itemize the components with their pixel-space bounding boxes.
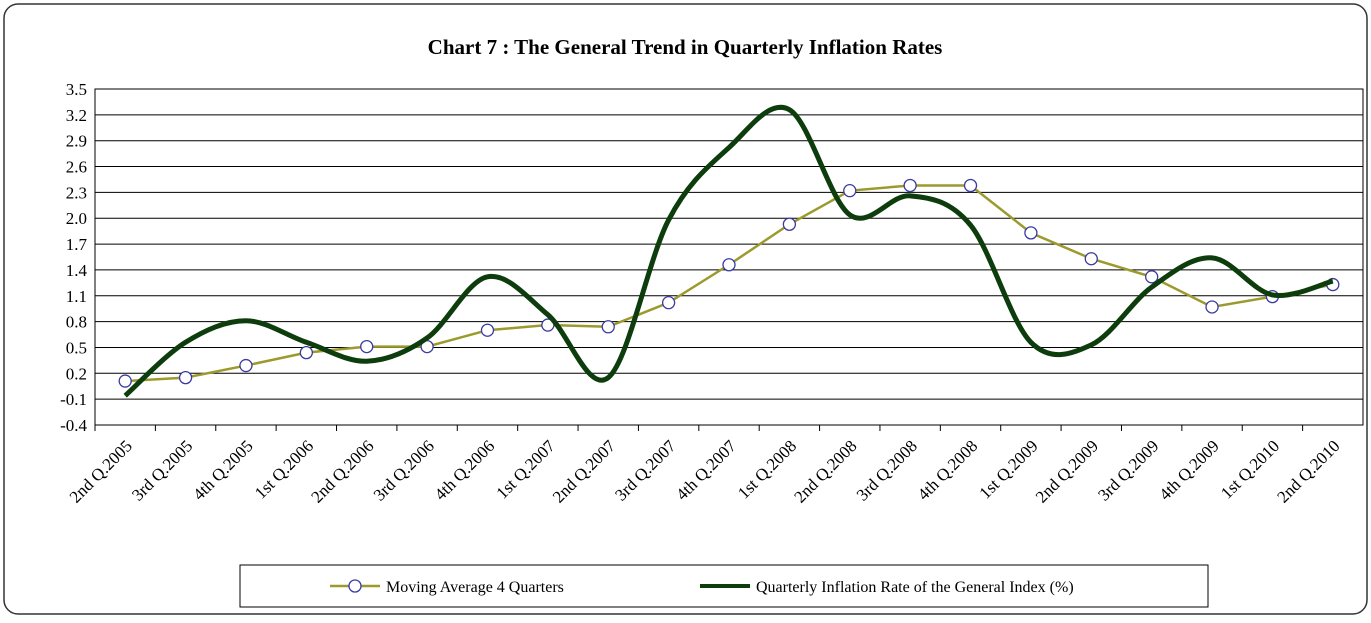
point-marker — [360, 339, 374, 354]
point-marker — [178, 370, 193, 385]
point-marker — [661, 296, 676, 310]
point-marker — [843, 184, 857, 198]
point-marker — [722, 258, 736, 272]
y-tick-label: 0.5 — [66, 338, 87, 357]
point-marker — [299, 345, 313, 360]
y-tick-label: 0.8 — [66, 313, 87, 332]
point-marker — [1084, 252, 1098, 266]
point-marker — [480, 323, 495, 337]
point-marker — [118, 374, 132, 388]
y-tick-label: 2.0 — [66, 209, 87, 228]
point-marker — [782, 217, 797, 231]
plot-area — [94, 88, 1364, 426]
y-tick-label: 1.4 — [66, 261, 88, 280]
point-marker — [239, 358, 253, 373]
y-tick-label: -0.4 — [60, 416, 87, 435]
y-tick-label: 3.2 — [66, 106, 87, 125]
y-tick-label: 1.1 — [66, 287, 87, 306]
chart-title: Chart 7 : The General Trend in Quarterly… — [428, 35, 943, 59]
y-tick-label: 2.6 — [66, 158, 87, 177]
y-tick-label: 2.9 — [66, 132, 87, 151]
point-marker — [1024, 226, 1038, 240]
legend-label: Moving Average 4 Quarters — [386, 579, 564, 596]
point-marker — [1205, 300, 1219, 314]
y-tick-label: -0.1 — [60, 390, 87, 409]
point-marker — [1145, 270, 1159, 284]
y-tick-label: 1.7 — [66, 235, 88, 254]
legend-label: Quarterly Inflation Rate of the General … — [756, 579, 1074, 596]
y-tick-label: 0.2 — [66, 364, 87, 383]
point-marker — [963, 178, 978, 193]
point-marker — [903, 178, 917, 193]
legend-marker — [348, 579, 362, 593]
series-line — [123, 105, 1334, 398]
y-tick-label: 2.3 — [66, 183, 87, 202]
y-tick-label: 3.5 — [66, 80, 87, 99]
point-marker — [601, 320, 615, 334]
